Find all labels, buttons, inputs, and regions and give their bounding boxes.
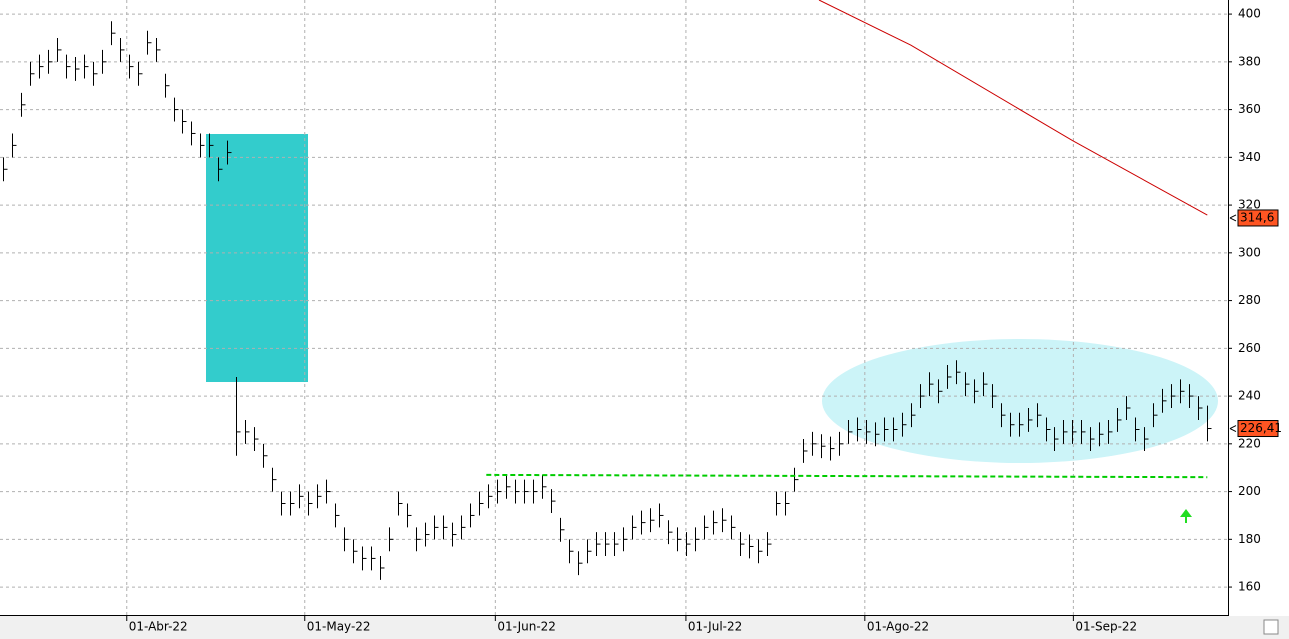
price-tag-label: 226,41	[1240, 421, 1282, 435]
corner-icon[interactable]	[1263, 619, 1279, 635]
gap-box	[206, 134, 308, 382]
y-tick-label: 400	[1238, 7, 1261, 21]
y-tick-label: 220	[1238, 436, 1261, 450]
y-tick-label: 320	[1238, 198, 1261, 212]
y-tick-label: 240	[1238, 389, 1261, 403]
y-tick-label: 200	[1238, 484, 1261, 498]
support-line	[486, 473, 1208, 479]
x-tick-label: 01-Abr-22	[129, 620, 188, 634]
y-tick-label: 380	[1238, 54, 1261, 68]
price-tag	[1237, 209, 1279, 227]
y-tick-label: 300	[1238, 245, 1261, 259]
moving-average	[818, 0, 1208, 216]
price-pointer	[1229, 214, 1237, 222]
y-tick-label: 280	[1238, 293, 1261, 307]
x-tick-label: 01-Jul-22	[688, 620, 742, 634]
range-ellipse	[822, 339, 1218, 463]
y-tick-label: 340	[1238, 150, 1261, 164]
x-tick-label: 01-Jun-22	[497, 620, 556, 634]
y-tick-label: 260	[1238, 341, 1261, 355]
x-tick-label: 01-Ago-22	[867, 620, 929, 634]
y-tick-label: 360	[1238, 102, 1261, 116]
x-axis-strip	[0, 616, 1289, 639]
price-pointer	[1229, 425, 1237, 432]
x-tick-label: 01-Sep-22	[1075, 620, 1137, 634]
y-tick-label: 180	[1238, 532, 1261, 546]
price-tag	[1237, 420, 1279, 438]
y-tick-label: 160	[1238, 580, 1261, 594]
x-tick-label: 01-May-22	[307, 620, 371, 634]
price-tag-label: 314,6	[1240, 210, 1274, 224]
up-arrow	[1180, 509, 1192, 523]
